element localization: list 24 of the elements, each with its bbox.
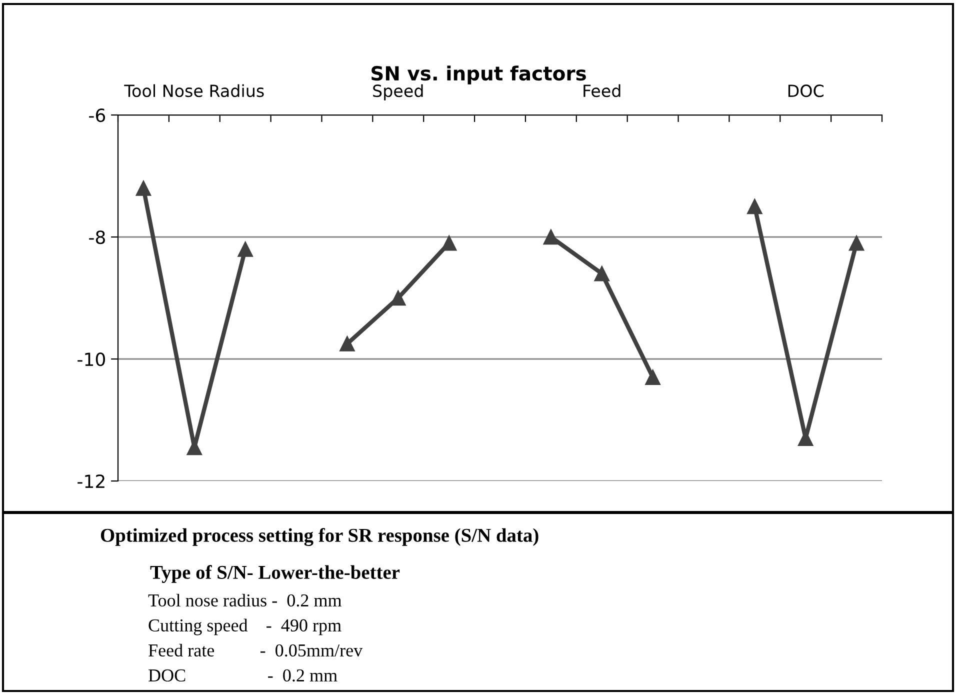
text: Feed rate - 0.05mm/rev: [148, 644, 363, 657]
point: [543, 229, 559, 245]
point: [848, 235, 864, 251]
point: [238, 242, 253, 257]
text: DOC - 0.2 mm: [148, 669, 338, 682]
y-tick-label: -8: [89, 230, 105, 244]
text: Feed: [584, 84, 620, 98]
text: Cutting speed - 490 rpm: [148, 618, 342, 636]
point: [441, 235, 457, 251]
point: [340, 336, 355, 352]
point: [747, 198, 762, 214]
y-tick-label: -6: [89, 108, 106, 122]
text: DOC: [788, 84, 824, 98]
text: Optimized process setting for SR response (S/N data): [100, 528, 538, 546]
text: Speed: [373, 84, 423, 100]
y-tick-label: -12: [78, 474, 104, 488]
point: [136, 180, 152, 196]
text: Type of S/N- Lower-the-better: [150, 565, 400, 583]
text: Tool Nose Radius: [124, 84, 264, 98]
point: [645, 370, 660, 385]
chart-title: SN vs. input factors: [372, 66, 586, 84]
point: [594, 266, 610, 282]
text: Tool nose radius - 0.2 mm: [148, 594, 342, 607]
y-tick-label: -10: [78, 352, 105, 366]
